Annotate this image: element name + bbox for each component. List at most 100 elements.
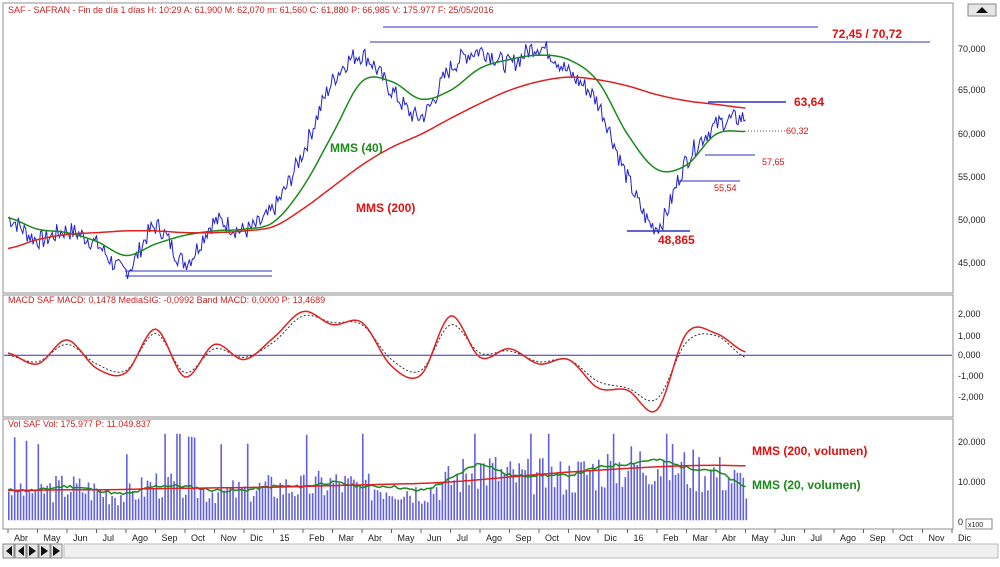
x-tick-label: Abr bbox=[14, 533, 28, 543]
volume-bar bbox=[704, 476, 706, 521]
volume-bar bbox=[326, 490, 329, 521]
volume-bar bbox=[547, 433, 550, 521]
prev-icon[interactable] bbox=[14, 543, 27, 559]
volume-bar bbox=[553, 487, 556, 521]
volume-bar bbox=[176, 433, 178, 521]
volume-bar bbox=[426, 502, 429, 521]
first-icon[interactable] bbox=[2, 543, 15, 559]
volume-bar bbox=[40, 484, 43, 521]
volume-bar bbox=[49, 483, 51, 521]
volume-bar bbox=[592, 463, 594, 521]
volume-bar bbox=[421, 503, 423, 521]
volume-bar bbox=[329, 478, 332, 521]
volume-bar bbox=[93, 483, 96, 521]
macd-header: MACD SAF MACD: 0,1478 MediaSIG: -0,0992 … bbox=[8, 295, 325, 305]
volume-bar bbox=[161, 497, 163, 521]
x-tick-label: Jul bbox=[457, 533, 469, 543]
volume-bar bbox=[671, 444, 674, 521]
volume-bar bbox=[710, 469, 712, 521]
volume-bar bbox=[359, 485, 361, 521]
volume-bar bbox=[465, 473, 467, 521]
volume-bar bbox=[270, 476, 273, 521]
volume-bar bbox=[182, 497, 184, 521]
volume-bar bbox=[217, 492, 219, 521]
volume-bar bbox=[601, 486, 603, 521]
volume-bar bbox=[533, 494, 535, 521]
volume-bar bbox=[167, 477, 169, 521]
volume-bar bbox=[606, 454, 609, 521]
volume-bar bbox=[146, 480, 149, 521]
volume-bar bbox=[400, 499, 402, 521]
volume-bar bbox=[683, 452, 686, 521]
volume-bar bbox=[724, 490, 727, 521]
x-tick-label: Jul bbox=[103, 533, 115, 543]
volume-bar bbox=[462, 459, 464, 521]
volume-bar bbox=[716, 477, 718, 521]
volume-bar bbox=[279, 482, 281, 521]
volume-bar bbox=[134, 499, 137, 521]
volume-bar bbox=[524, 470, 526, 521]
play-icon[interactable] bbox=[26, 543, 39, 559]
volume-bar bbox=[589, 471, 591, 521]
volume-bar bbox=[137, 498, 140, 521]
volume-bar bbox=[226, 486, 228, 521]
macd-line bbox=[7, 310, 746, 413]
volume-bar bbox=[435, 487, 438, 521]
volume-bar bbox=[745, 498, 748, 521]
volume-bar bbox=[364, 479, 367, 521]
last-icon[interactable] bbox=[50, 543, 63, 559]
volume-bar bbox=[108, 504, 110, 521]
volume-bar bbox=[689, 487, 692, 521]
volume-bar bbox=[8, 491, 10, 521]
volume-bar bbox=[568, 465, 571, 521]
volume-bar bbox=[539, 458, 541, 521]
volume-bars bbox=[8, 433, 748, 521]
volume-bar bbox=[356, 482, 358, 521]
volume-bar bbox=[140, 477, 143, 521]
volume-bar bbox=[471, 473, 473, 521]
volume-bar bbox=[583, 461, 585, 521]
scroll-up-icon[interactable] bbox=[967, 3, 997, 17]
volume-bar bbox=[52, 502, 54, 521]
volume-bar bbox=[308, 493, 311, 521]
y-tick-label: 10.000 bbox=[958, 477, 986, 487]
x-tick-label: Oct bbox=[899, 533, 914, 543]
volume-bar bbox=[698, 457, 700, 521]
x-tick-label: 15 bbox=[280, 533, 290, 543]
x-tick-label: Jun bbox=[427, 533, 442, 543]
annotation-label: 72,45 / 70,72 bbox=[832, 27, 902, 41]
volume-bar bbox=[612, 433, 615, 521]
volume-bar bbox=[158, 498, 160, 521]
volume-bar bbox=[199, 488, 202, 521]
x-tick-label: Mar bbox=[339, 533, 355, 543]
volume-bar bbox=[536, 472, 538, 521]
volume-bar bbox=[577, 461, 579, 521]
volume-bar bbox=[630, 446, 633, 521]
volume-bar bbox=[459, 492, 461, 521]
next-icon[interactable] bbox=[38, 543, 51, 559]
volume-bar bbox=[285, 479, 287, 521]
y-tick-label: 1,000 bbox=[958, 331, 981, 341]
volume-bar bbox=[642, 472, 644, 521]
volume-bar bbox=[544, 487, 547, 521]
volume-bar bbox=[341, 492, 343, 521]
volume-bar bbox=[173, 481, 175, 521]
volume-bar bbox=[205, 501, 208, 521]
volume-bar bbox=[10, 495, 13, 521]
y-tick-label: 0,000 bbox=[958, 350, 981, 360]
volume-bar bbox=[379, 492, 382, 521]
volume-bar bbox=[518, 463, 520, 521]
volume-bar bbox=[615, 483, 618, 521]
volume-bar bbox=[618, 462, 621, 521]
x-tick-label: Nov bbox=[575, 533, 592, 543]
volume-bar bbox=[214, 503, 217, 521]
timeline-scrollbar[interactable] bbox=[63, 543, 999, 559]
annotation-label: 55,54 bbox=[714, 183, 737, 193]
volume-bar bbox=[388, 495, 391, 521]
series-lines bbox=[4, 41, 952, 496]
volume-bar bbox=[503, 473, 506, 521]
volume-bar bbox=[654, 481, 656, 521]
volume-bar bbox=[474, 433, 476, 521]
volume-bar bbox=[660, 476, 662, 521]
volume-bar bbox=[382, 499, 385, 521]
